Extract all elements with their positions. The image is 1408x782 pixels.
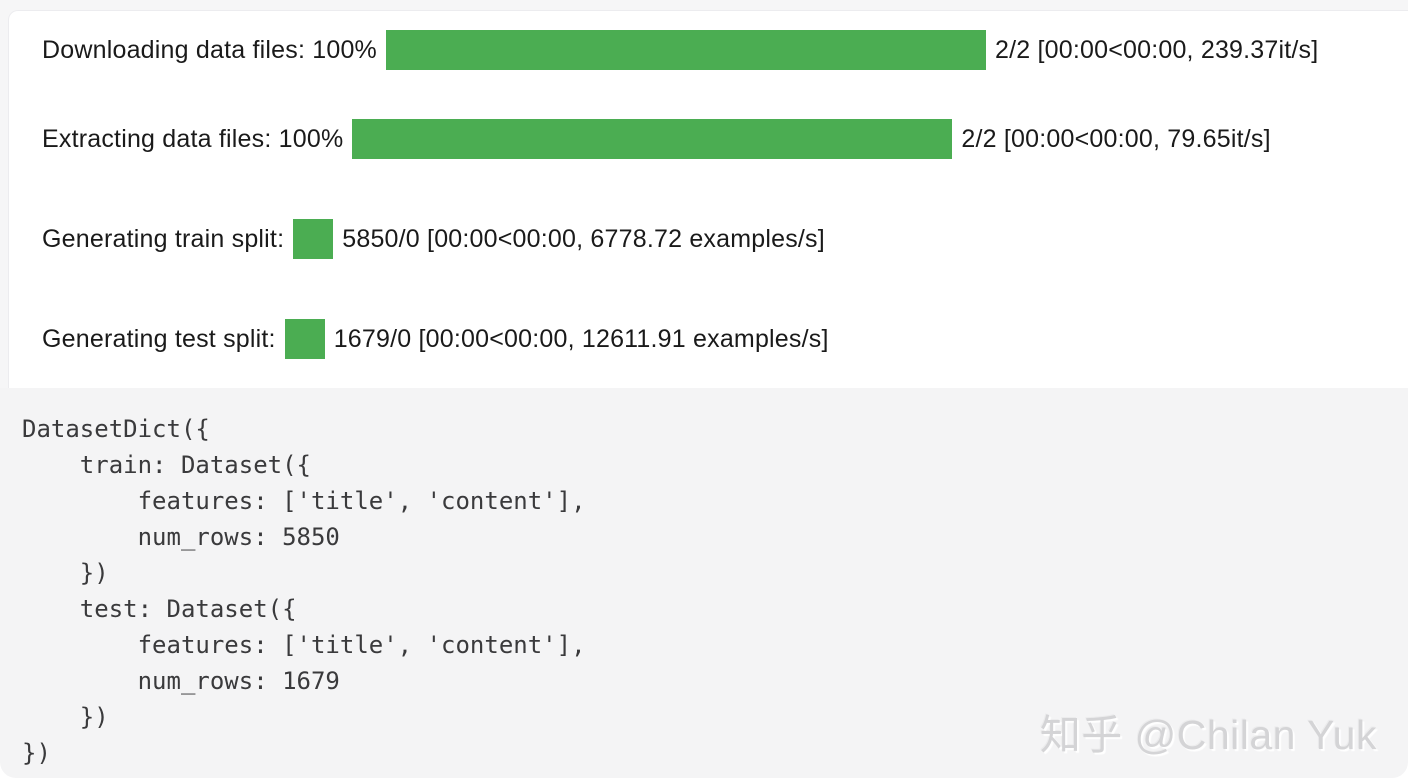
- progress-label: Generating test split:: [42, 324, 276, 353]
- progress-stats: 1679/0 [00:00<00:00, 12611.91 examples/s…: [333, 324, 829, 353]
- progress-stats: 5850/0 [00:00<00:00, 6778.72 examples/s]: [342, 224, 825, 253]
- progress-row-downloading-data-files: Downloading data files: 100% 2/2 [00:00<…: [42, 11, 1408, 89]
- dataset-dict-output: DatasetDict({ train: Dataset({ features:…: [0, 388, 1408, 778]
- progress-bar: [293, 219, 334, 259]
- progress-row-generating-train-split: Generating train split: 5850/0 [00:00<00…: [42, 189, 1408, 289]
- progress-stats: 2/2 [00:00<00:00, 239.37it/s]: [994, 35, 1319, 64]
- progress-label: Extracting data files: 100%: [42, 124, 344, 153]
- progress-bar: [385, 30, 986, 70]
- progress-bar: [284, 319, 325, 359]
- progress-bar-fill: [352, 119, 952, 159]
- progress-row-extracting-data-files: Extracting data files: 100% 2/2 [00:00<0…: [42, 89, 1408, 189]
- watermark: 知乎 @Chilan Yuk: [1039, 712, 1377, 758]
- progress-stats: 2/2 [00:00<00:00, 79.65it/s]: [961, 124, 1271, 153]
- progress-bar: [352, 119, 953, 159]
- progress-output-panel: Downloading data files: 100% 2/2 [00:00<…: [8, 10, 1408, 388]
- progress-bar-fill: [285, 319, 325, 359]
- progress-row-generating-test-split: Generating test split: 1679/0 [00:00<00:…: [42, 289, 1408, 388]
- progress-bar-fill: [293, 219, 333, 259]
- progress-label: Generating train split:: [42, 224, 285, 253]
- progress-bar-fill: [386, 30, 986, 70]
- progress-label: Downloading data files: 100%: [42, 35, 377, 64]
- progress-section-backing: Downloading data files: 100% 2/2 [00:00<…: [0, 0, 1408, 388]
